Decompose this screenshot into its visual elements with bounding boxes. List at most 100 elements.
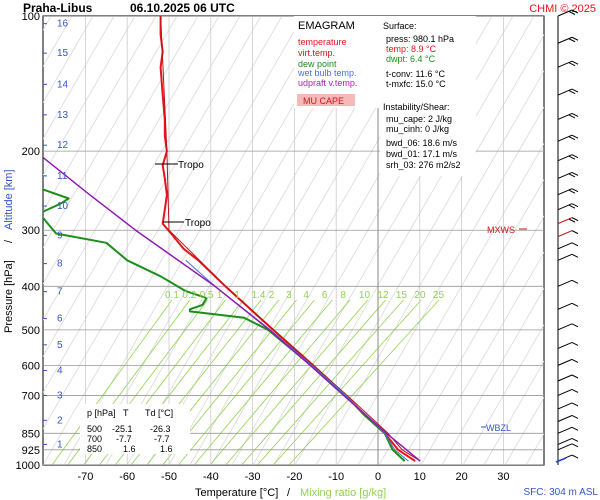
pressure-tick-label: 300: [22, 225, 40, 237]
mixing-ratio-label: 25: [433, 290, 445, 301]
mixing-ratio-line: [272, 299, 422, 465]
altitude-tick-label: 13: [57, 110, 69, 121]
wind-barb-flag: [571, 113, 579, 117]
wind-barb-flag: [568, 204, 576, 209]
wind-barb-flag: [568, 173, 576, 178]
wind-barb: [557, 279, 573, 287]
mixing-ratio-label: 1: [217, 290, 223, 301]
wind-barb-flag: [571, 60, 579, 65]
station-title: Praha-Libus: [23, 1, 93, 15]
wind-barb-flag: [571, 389, 579, 393]
x-tick-label: -70: [77, 471, 93, 483]
wind-barb-flag: [571, 323, 579, 328]
pressure-tick-label: 850: [22, 428, 40, 440]
mixing-ratio-label: 15: [396, 290, 408, 301]
pressure-tick-label: 925: [22, 445, 40, 457]
y-axis-title-altitude: Altitude [km]: [3, 169, 15, 230]
wind-barb-flag: [571, 9, 579, 14]
wind-barb-flag: [571, 188, 579, 193]
wind-barb-flag: [568, 11, 576, 15]
x-tick-label: 10: [414, 471, 426, 483]
wind-barb-flag: [571, 279, 579, 284]
mixing-ratio-label: 0.5: [200, 290, 214, 301]
mxws-label: MXWS: [487, 225, 515, 235]
adiabat-line: [357, 142, 544, 465]
wind-barb-flag: [568, 136, 576, 141]
x-axis-title-mix: Mixing ratio [g/kg]: [300, 487, 386, 499]
x-axis-title-temp: Temperature [°C]: [195, 487, 278, 499]
legend-box: [294, 16, 380, 108]
wind-barb: [557, 134, 573, 142]
bwd-01-value: bwd_01: 17.1 m/s: [386, 149, 458, 159]
altitude-tick-label: 15: [57, 48, 69, 59]
wind-barb-flag: [571, 341, 579, 346]
legend-dew-point: dew point: [298, 59, 337, 69]
level-table-header-t: T: [123, 408, 129, 418]
mu-cape-value: mu_cape: 2 J/kg: [386, 114, 452, 124]
mixing-ratio-label: 8: [340, 290, 346, 301]
wind-barb: [557, 323, 573, 331]
altitude-tick-label: 11: [57, 171, 68, 182]
wind-barb-flag: [568, 218, 576, 223]
wind-barb-flag: [571, 358, 579, 363]
mixing-ratio-line: [241, 299, 386, 465]
mixing-ratio-label: 1.4: [252, 290, 266, 301]
wind-barbs: [555, 9, 579, 465]
mixing-ratio-label: 4: [303, 290, 309, 301]
wind-barb-flag: [568, 38, 576, 43]
axes-layer: -70 -60 -50 -40 -30 -20 -10 0 10 20 30 100 200 300 400…: [16, 11, 510, 483]
wind-barb: [557, 426, 573, 434]
wind-barb: [557, 154, 573, 162]
adiabat-line: [43, 16, 199, 285]
srh-03-value: srh_03: 276 m2/s2: [386, 160, 461, 170]
legend-updraft: udpraft v.temp.: [298, 78, 357, 88]
adiabat-line: [43, 16, 94, 104]
mixing-ratio-label: 1: [234, 290, 240, 301]
y-axis-title-sep: /: [3, 239, 15, 243]
adiabat-line: [568, 16, 600, 465]
adiabat-line: [43, 16, 262, 394]
wind-barb-flag: [571, 230, 579, 235]
altitude-tick-label: 5: [57, 340, 63, 351]
pressure-tick-label: 100: [22, 11, 40, 23]
adiabat-line: [43, 16, 283, 430]
sfc-label: SFC: 304 m ASL: [524, 487, 599, 498]
wind-barb-flag: [571, 454, 579, 459]
mixing-ratio-line: [209, 299, 351, 465]
pressure-tick-label: 700: [22, 390, 40, 402]
wind-barb-flag: [571, 374, 579, 379]
adiabat-line: [315, 70, 544, 465]
adiabat-line: [43, 16, 157, 212]
pressure-tick-label: 500: [22, 325, 40, 337]
wind-barb-flag: [571, 253, 579, 258]
level-table-cell: -26.3: [150, 424, 171, 434]
x-tick-label: -40: [203, 471, 219, 483]
adiabat-line: [589, 16, 600, 465]
legend-virt-temp: virt.temp.: [298, 48, 335, 58]
pressure-tick-label: 1000: [16, 460, 40, 472]
wind-barb: [557, 36, 573, 44]
altitude-tick-label: 4: [57, 366, 63, 377]
altitude-tick-label: 9: [57, 230, 63, 241]
tropo-lower-label: Tropo: [185, 218, 211, 229]
mixing-ratio-line: [51, 299, 173, 465]
x-tick-label: -20: [286, 471, 302, 483]
wind-barb-flag: [571, 242, 579, 247]
wind-barb-flag: [571, 203, 579, 208]
level-table-header-td: Td [°C]: [145, 408, 173, 418]
wind-barb-flag: [571, 415, 579, 419]
mixing-ratio-label: 3: [286, 290, 292, 301]
level-table-cell: 1.6: [160, 444, 173, 454]
adiabat-line: [63, 16, 325, 465]
altitude-tick-label: 16: [57, 19, 69, 30]
x-tick-label: -30: [245, 471, 261, 483]
wind-barb-flag: [568, 62, 576, 67]
mixing-ratio-labels: 0.1 0.2 0.5 1 1 1.4 2 3 4 6 8 10 12 15 20 25: [165, 290, 444, 301]
wind-barb-flag: [571, 88, 579, 93]
wind-barb: [557, 217, 573, 225]
pressure-tick-label: 600: [22, 360, 40, 372]
x-tick-label: -10: [328, 471, 344, 483]
mixing-ratio-line: [288, 299, 440, 465]
wind-barb-flag: [571, 171, 579, 176]
info-box: [380, 16, 476, 176]
